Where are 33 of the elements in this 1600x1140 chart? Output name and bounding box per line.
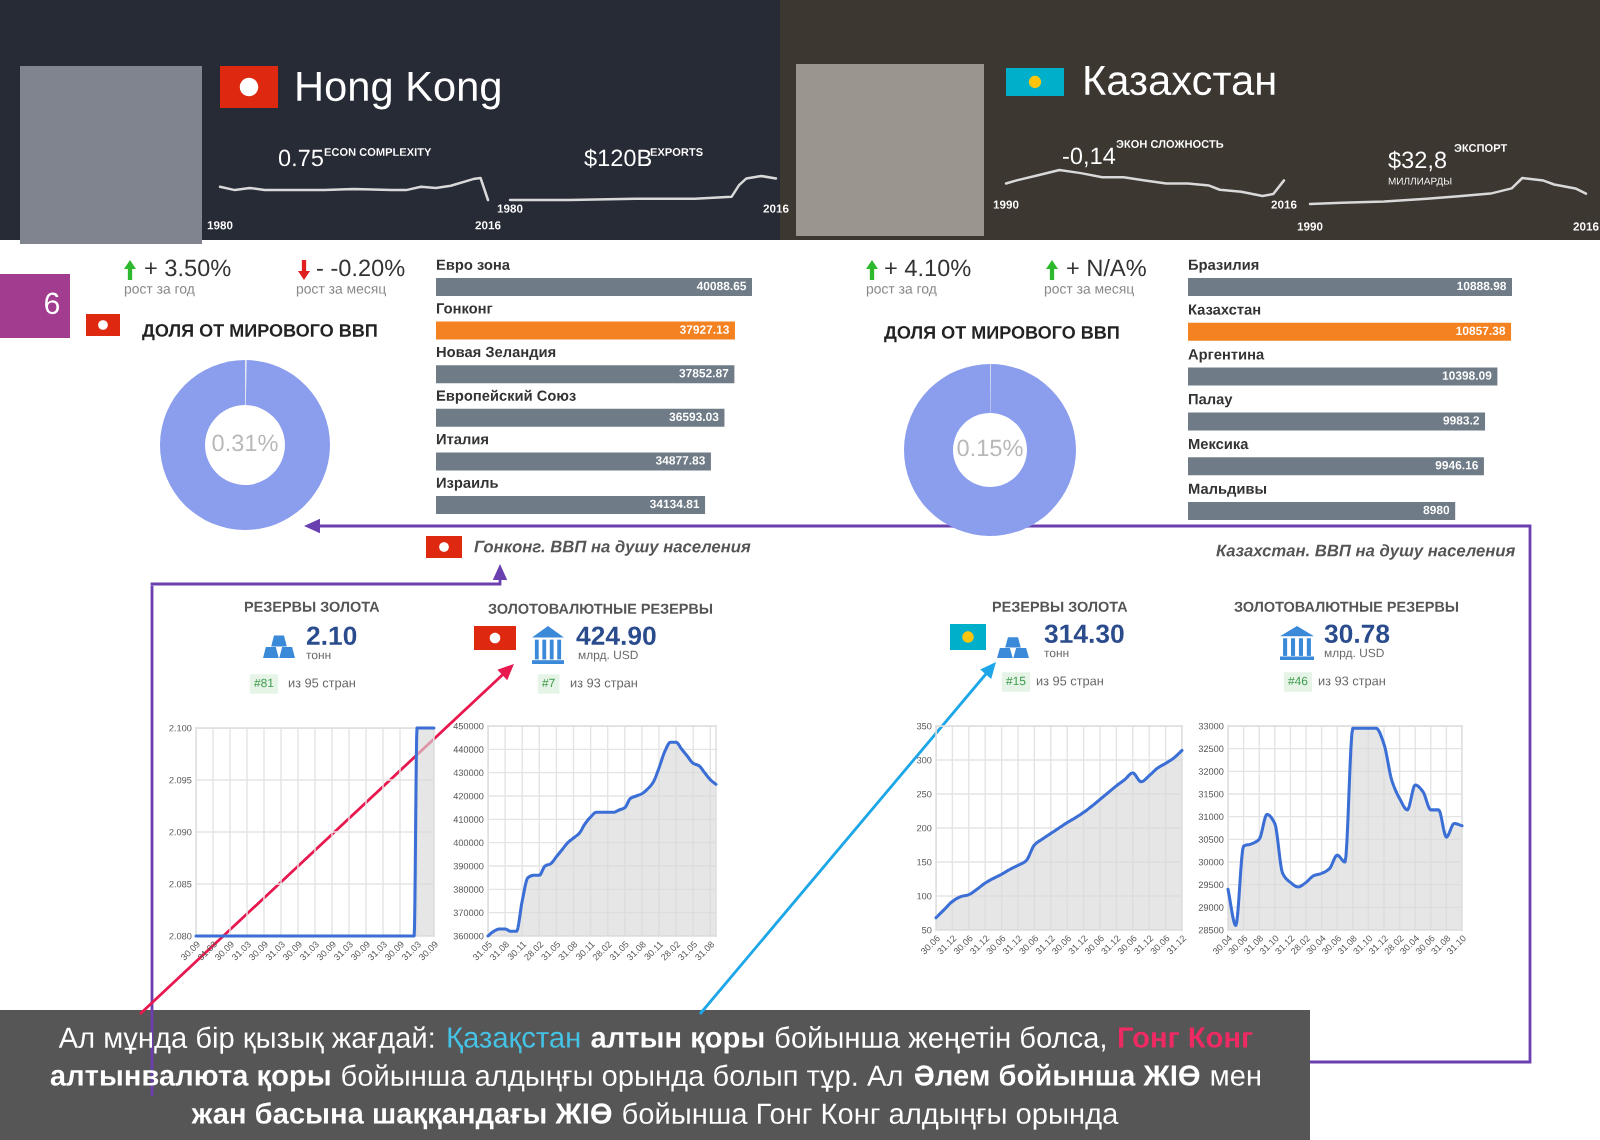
text: Казахстан. ВВП на душу населения bbox=[1216, 544, 1516, 560]
text: бойынша жеңетін болса, bbox=[775, 1026, 1105, 1054]
text: алтынвалюта қоры bbox=[50, 1069, 330, 1092]
chart-title: ДОЛЯ ОТ МИРОВОГО ВВП bbox=[142, 324, 377, 341]
text: бойынша алдыңғы орында болып тұр. Ал bbox=[342, 1064, 902, 1092]
text: -0,14 bbox=[1063, 147, 1116, 168]
text: 0.15% bbox=[957, 439, 1023, 457]
text: + 4.10% bbox=[885, 259, 971, 277]
text: 314.30 bbox=[1044, 624, 1124, 644]
text: 6 bbox=[45, 292, 60, 315]
text: 2.10 bbox=[306, 626, 357, 646]
donut-slice bbox=[904, 364, 1076, 536]
text: Гонг Конг bbox=[1119, 1027, 1253, 1048]
text: алтын қоры bbox=[591, 1031, 764, 1054]
text: + N/A% bbox=[1067, 259, 1146, 277]
text: 424.90 bbox=[576, 626, 656, 646]
text: мен bbox=[1211, 1069, 1260, 1086]
chart-title: ДОЛЯ ОТ МИРОВОГО ВВП bbox=[884, 326, 1119, 343]
text: $120B bbox=[584, 148, 652, 168]
text: 30.78 bbox=[1324, 624, 1390, 644]
text: Қазақстан bbox=[448, 1027, 580, 1054]
text: Hong Kong bbox=[297, 72, 500, 110]
text: $32,8 bbox=[1388, 150, 1447, 172]
text: бойынша Гонг Конг алдыңғы орында bbox=[623, 1102, 1119, 1130]
text: Гонконг. ВВП на душу населения bbox=[474, 540, 751, 556]
text: 0.31% bbox=[212, 434, 278, 452]
donut-slice bbox=[160, 360, 330, 530]
text: Ал мұнда бір қызық жағдай: bbox=[58, 1026, 434, 1054]
text: + 3.50% bbox=[145, 259, 231, 277]
text: жан басына шаққандағы ЖІӨ bbox=[191, 1102, 612, 1130]
text: 0.75 bbox=[278, 149, 323, 167]
text: - -0.20% bbox=[317, 259, 405, 277]
text: Әлем бойынша ЖІӨ bbox=[914, 1063, 1200, 1086]
